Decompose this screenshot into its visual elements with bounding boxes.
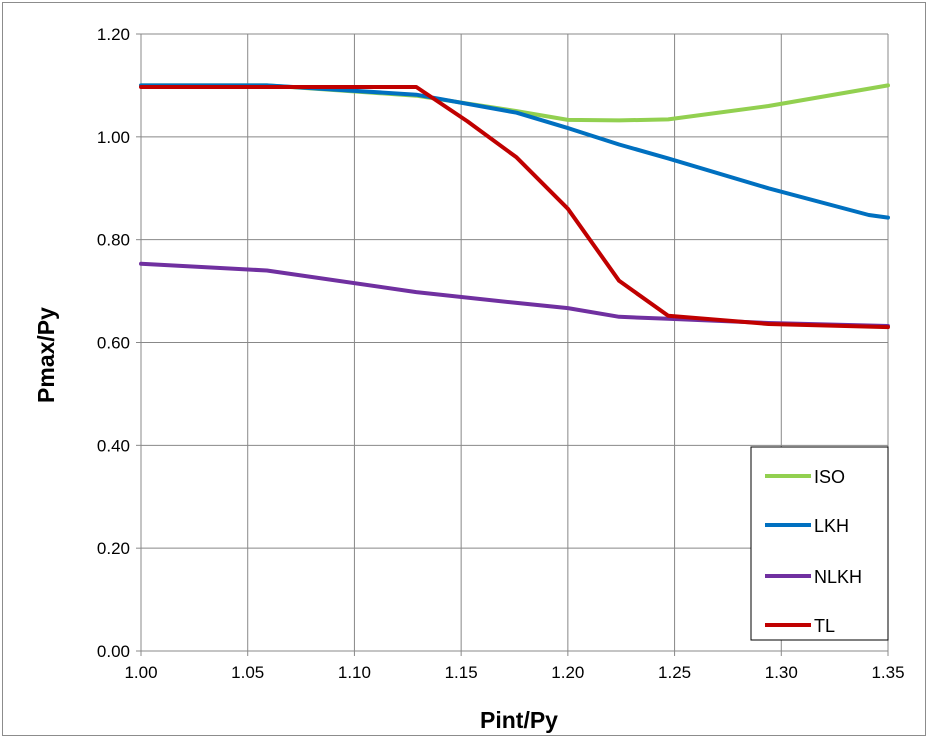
y-tick-label: 0.40 bbox=[97, 436, 130, 455]
y-tick-label: 0.20 bbox=[97, 539, 130, 558]
x-tick-label: 1.00 bbox=[124, 663, 157, 682]
axes bbox=[136, 33, 889, 656]
series-line-tl bbox=[139, 85, 890, 330]
tick-labels: 1.00 1.05 1.10 1.15 1.20 1.25 1.30 1.35 0.00 0.20… bbox=[97, 25, 905, 682]
legend: ISO LKH NLKH TL bbox=[750, 446, 889, 641]
x-tick-label: 1.15 bbox=[445, 663, 478, 682]
legend-label-tl: TL bbox=[814, 616, 835, 636]
x-axis-title: Pint/Py bbox=[480, 707, 558, 733]
legend-label-nlkh: NLKH bbox=[814, 567, 862, 587]
series-line-lkh bbox=[139, 83, 890, 220]
legend-label-lkh: LKH bbox=[814, 516, 849, 536]
x-tick-label: 1.25 bbox=[658, 663, 691, 682]
y-tick-label: 0.80 bbox=[97, 231, 130, 250]
gridlines bbox=[140, 33, 889, 652]
line-chart: 1.00 1.05 1.10 1.15 1.20 1.25 1.30 1.35 0.00 0.20… bbox=[33, 25, 905, 733]
x-tick-label: 1.10 bbox=[338, 663, 371, 682]
y-tick-label: 1.20 bbox=[97, 25, 130, 44]
x-tick-label: 1.30 bbox=[765, 663, 798, 682]
series-line-nlkh bbox=[139, 261, 890, 328]
series-lines bbox=[139, 83, 890, 330]
y-axis-title: Pmax/Py bbox=[33, 307, 59, 403]
y-tick-label: 0.60 bbox=[97, 334, 130, 353]
x-tick-label: 1.20 bbox=[551, 663, 584, 682]
series-line-iso bbox=[139, 83, 890, 123]
legend-box bbox=[750, 446, 889, 641]
x-tick-label: 1.35 bbox=[871, 663, 904, 682]
y-tick-label: 1.00 bbox=[97, 128, 130, 147]
legend-label-iso: ISO bbox=[814, 467, 845, 487]
y-tick-label: 0.00 bbox=[97, 642, 130, 661]
x-tick-label: 1.05 bbox=[231, 663, 264, 682]
